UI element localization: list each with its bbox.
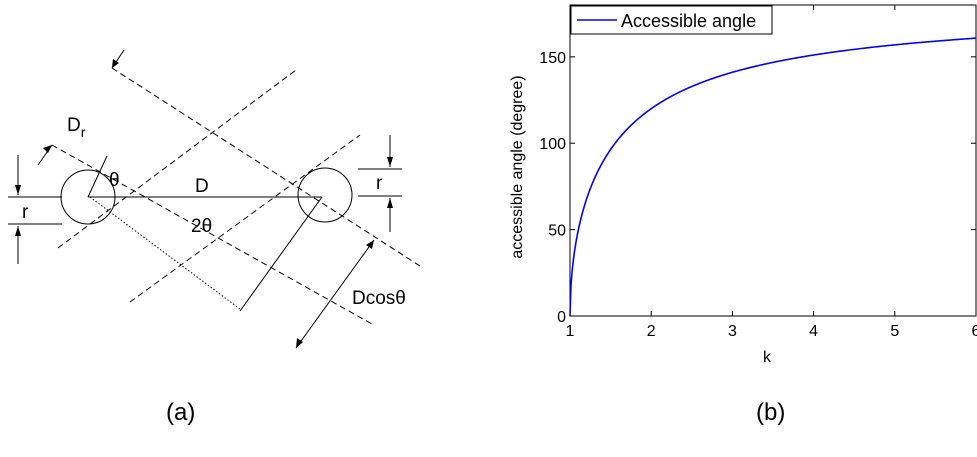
dashed-line [57, 69, 297, 249]
diagram-labels: Dr θ D 2θ r r Dcosθ [22, 115, 406, 309]
r-right-label: r [376, 173, 383, 194]
x-tick-label: 5 [890, 323, 899, 340]
arrowhead [387, 157, 393, 167]
dcos-leg [239, 196, 323, 312]
y-tick-label: 150 [539, 50, 566, 67]
axis-ticks: 1 2 3 4 5 6 0 50 100 150 [539, 5, 977, 340]
x-tick-label: 6 [972, 323, 977, 340]
arrowhead [296, 338, 303, 348]
theta-ray [87, 155, 108, 198]
two-theta-label: 2θ [191, 216, 212, 237]
right-circle [297, 167, 353, 223]
arrowhead [15, 185, 21, 195]
r-left-label: r [22, 202, 29, 223]
chart-panel-b: 1 2 3 4 5 6 0 50 100 150 Accessible angle k acces… [509, 4, 977, 366]
arrowhead [387, 198, 393, 208]
x-tick-label: 4 [809, 323, 818, 340]
y-tick-label: 0 [557, 309, 566, 326]
arrowhead [112, 59, 119, 68]
arrowhead [43, 145, 52, 153]
theta-label: θ [109, 170, 120, 191]
y-tick-label: 100 [539, 136, 566, 153]
series-line-accessible-angle [569, 37, 977, 317]
x-tick-label: 3 [728, 323, 737, 340]
arrowheads [15, 59, 393, 348]
dashed-line [51, 144, 373, 325]
dashed-line [129, 134, 361, 303]
legend-box [570, 5, 773, 35]
y-axis-label: accessible angle (degree) [509, 75, 526, 258]
dcos-dimension [295, 239, 375, 349]
caption-a: (a) [166, 399, 195, 426]
dashed-line [111, 67, 421, 267]
x-tick-label: 1 [566, 323, 575, 340]
arrowhead [366, 240, 374, 249]
dotted-line [89, 196, 241, 310]
dr-label: Dr [67, 115, 86, 140]
x-axis-label: k [763, 349, 772, 366]
plot-area [569, 4, 977, 317]
x-tick-label: 2 [647, 323, 656, 340]
dcos-label: Dcosθ [352, 288, 406, 309]
arrowhead [15, 226, 21, 236]
legend-label: Accessible angle [621, 11, 756, 31]
d-label: D [195, 176, 209, 197]
y-tick-label: 50 [548, 223, 566, 240]
legend: Accessible angle [570, 5, 773, 35]
caption-b: (b) [756, 399, 785, 426]
